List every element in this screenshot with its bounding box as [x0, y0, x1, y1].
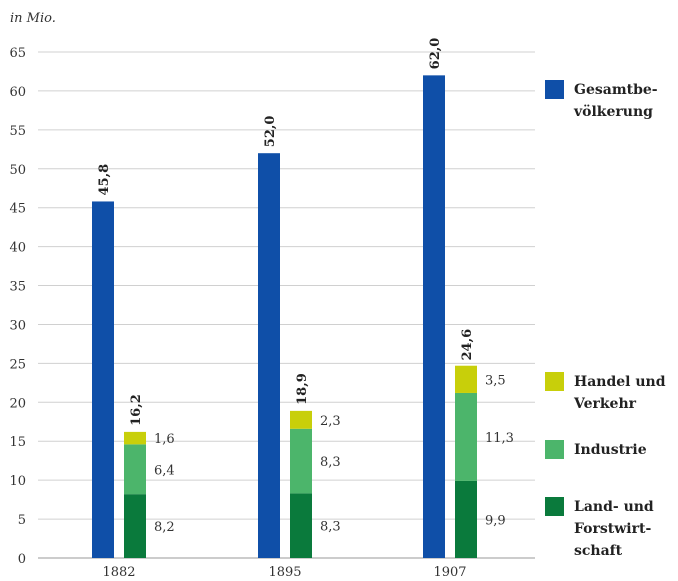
y-tick-label: 50 [9, 163, 26, 178]
legend-label: Verkehr [573, 396, 637, 412]
legend-swatch [545, 440, 564, 459]
y-tick-label: 30 [9, 318, 26, 333]
legend-label: Land- und [574, 499, 654, 515]
data-label-segment: 8,3 [320, 455, 341, 470]
data-label-segment: 11,3 [485, 431, 514, 446]
legend-swatch [545, 372, 564, 391]
data-label-stack-total: 24,6 [460, 329, 475, 361]
y-tick-label: 10 [9, 474, 26, 489]
legend-label: Gesamtbe- [574, 82, 658, 98]
data-label-segment: 3,5 [485, 373, 506, 388]
bar-segment [124, 431, 146, 445]
data-label-total: 45,8 [97, 164, 112, 196]
bar-segment [455, 392, 477, 481]
x-tick-label: 1907 [433, 565, 466, 580]
bar-segment [455, 365, 477, 393]
legend-label: Forstwirt- [574, 521, 651, 537]
y-tick-label: 60 [9, 85, 26, 100]
data-label-segment: 8,3 [320, 520, 341, 535]
legend-label: völkerung [573, 104, 653, 120]
y-axis: 0 5 10 15 20 25 30 35 40 45 50 55 60 65 [9, 46, 26, 567]
y-tick-label: 65 [9, 46, 26, 61]
data-label-stack-total: 16,2 [129, 394, 144, 426]
legend-label: Industrie [574, 442, 647, 458]
x-axis: 1882 1895 1907 [102, 565, 466, 580]
bar-segment [124, 494, 146, 558]
bar-segment [290, 428, 312, 494]
bar-segment [455, 480, 477, 558]
y-tick-label: 15 [9, 435, 26, 450]
bar-segment [124, 444, 146, 495]
data-label-segment: 2,3 [320, 414, 341, 429]
y-tick-label: 0 [18, 552, 26, 567]
bars: 45,8 8,2 6,4 1,6 16,2 52,0 8,3 8,3 2,3 18,9 62,0 9,… [92, 38, 514, 559]
y-tick-label: 45 [9, 202, 26, 217]
bar-total-population [423, 75, 445, 558]
data-label-stack-total: 18,9 [295, 373, 310, 405]
legend-swatch [545, 80, 564, 99]
grid [38, 51, 535, 559]
legend: Gesamtbe-völkerung Handel und Verkehr Indus… [545, 80, 666, 559]
unit-label: in Mio. [10, 11, 56, 26]
y-tick-label: 35 [9, 280, 26, 295]
bar-segment [290, 410, 312, 429]
bar-total-population [92, 201, 114, 559]
data-label-segment: 1,6 [154, 432, 175, 447]
x-tick-label: 1895 [268, 565, 301, 580]
data-label-total: 52,0 [263, 116, 278, 148]
y-tick-label: 55 [9, 124, 26, 139]
legend-label: schaft [574, 543, 623, 559]
data-label-total: 62,0 [428, 38, 443, 70]
legend-label: Handel und [574, 374, 666, 390]
legend-swatch [545, 497, 564, 516]
y-tick-label: 40 [9, 241, 26, 256]
y-tick-label: 20 [9, 396, 26, 411]
data-label-segment: 8,2 [154, 520, 175, 535]
y-tick-label: 5 [18, 513, 26, 528]
bar-total-population [258, 153, 280, 558]
data-label-segment: 6,4 [154, 463, 175, 478]
x-tick-label: 1882 [102, 565, 135, 580]
y-tick-label: 25 [9, 357, 26, 372]
bar-segment [290, 493, 312, 558]
data-label-segment: 9,9 [485, 513, 506, 528]
